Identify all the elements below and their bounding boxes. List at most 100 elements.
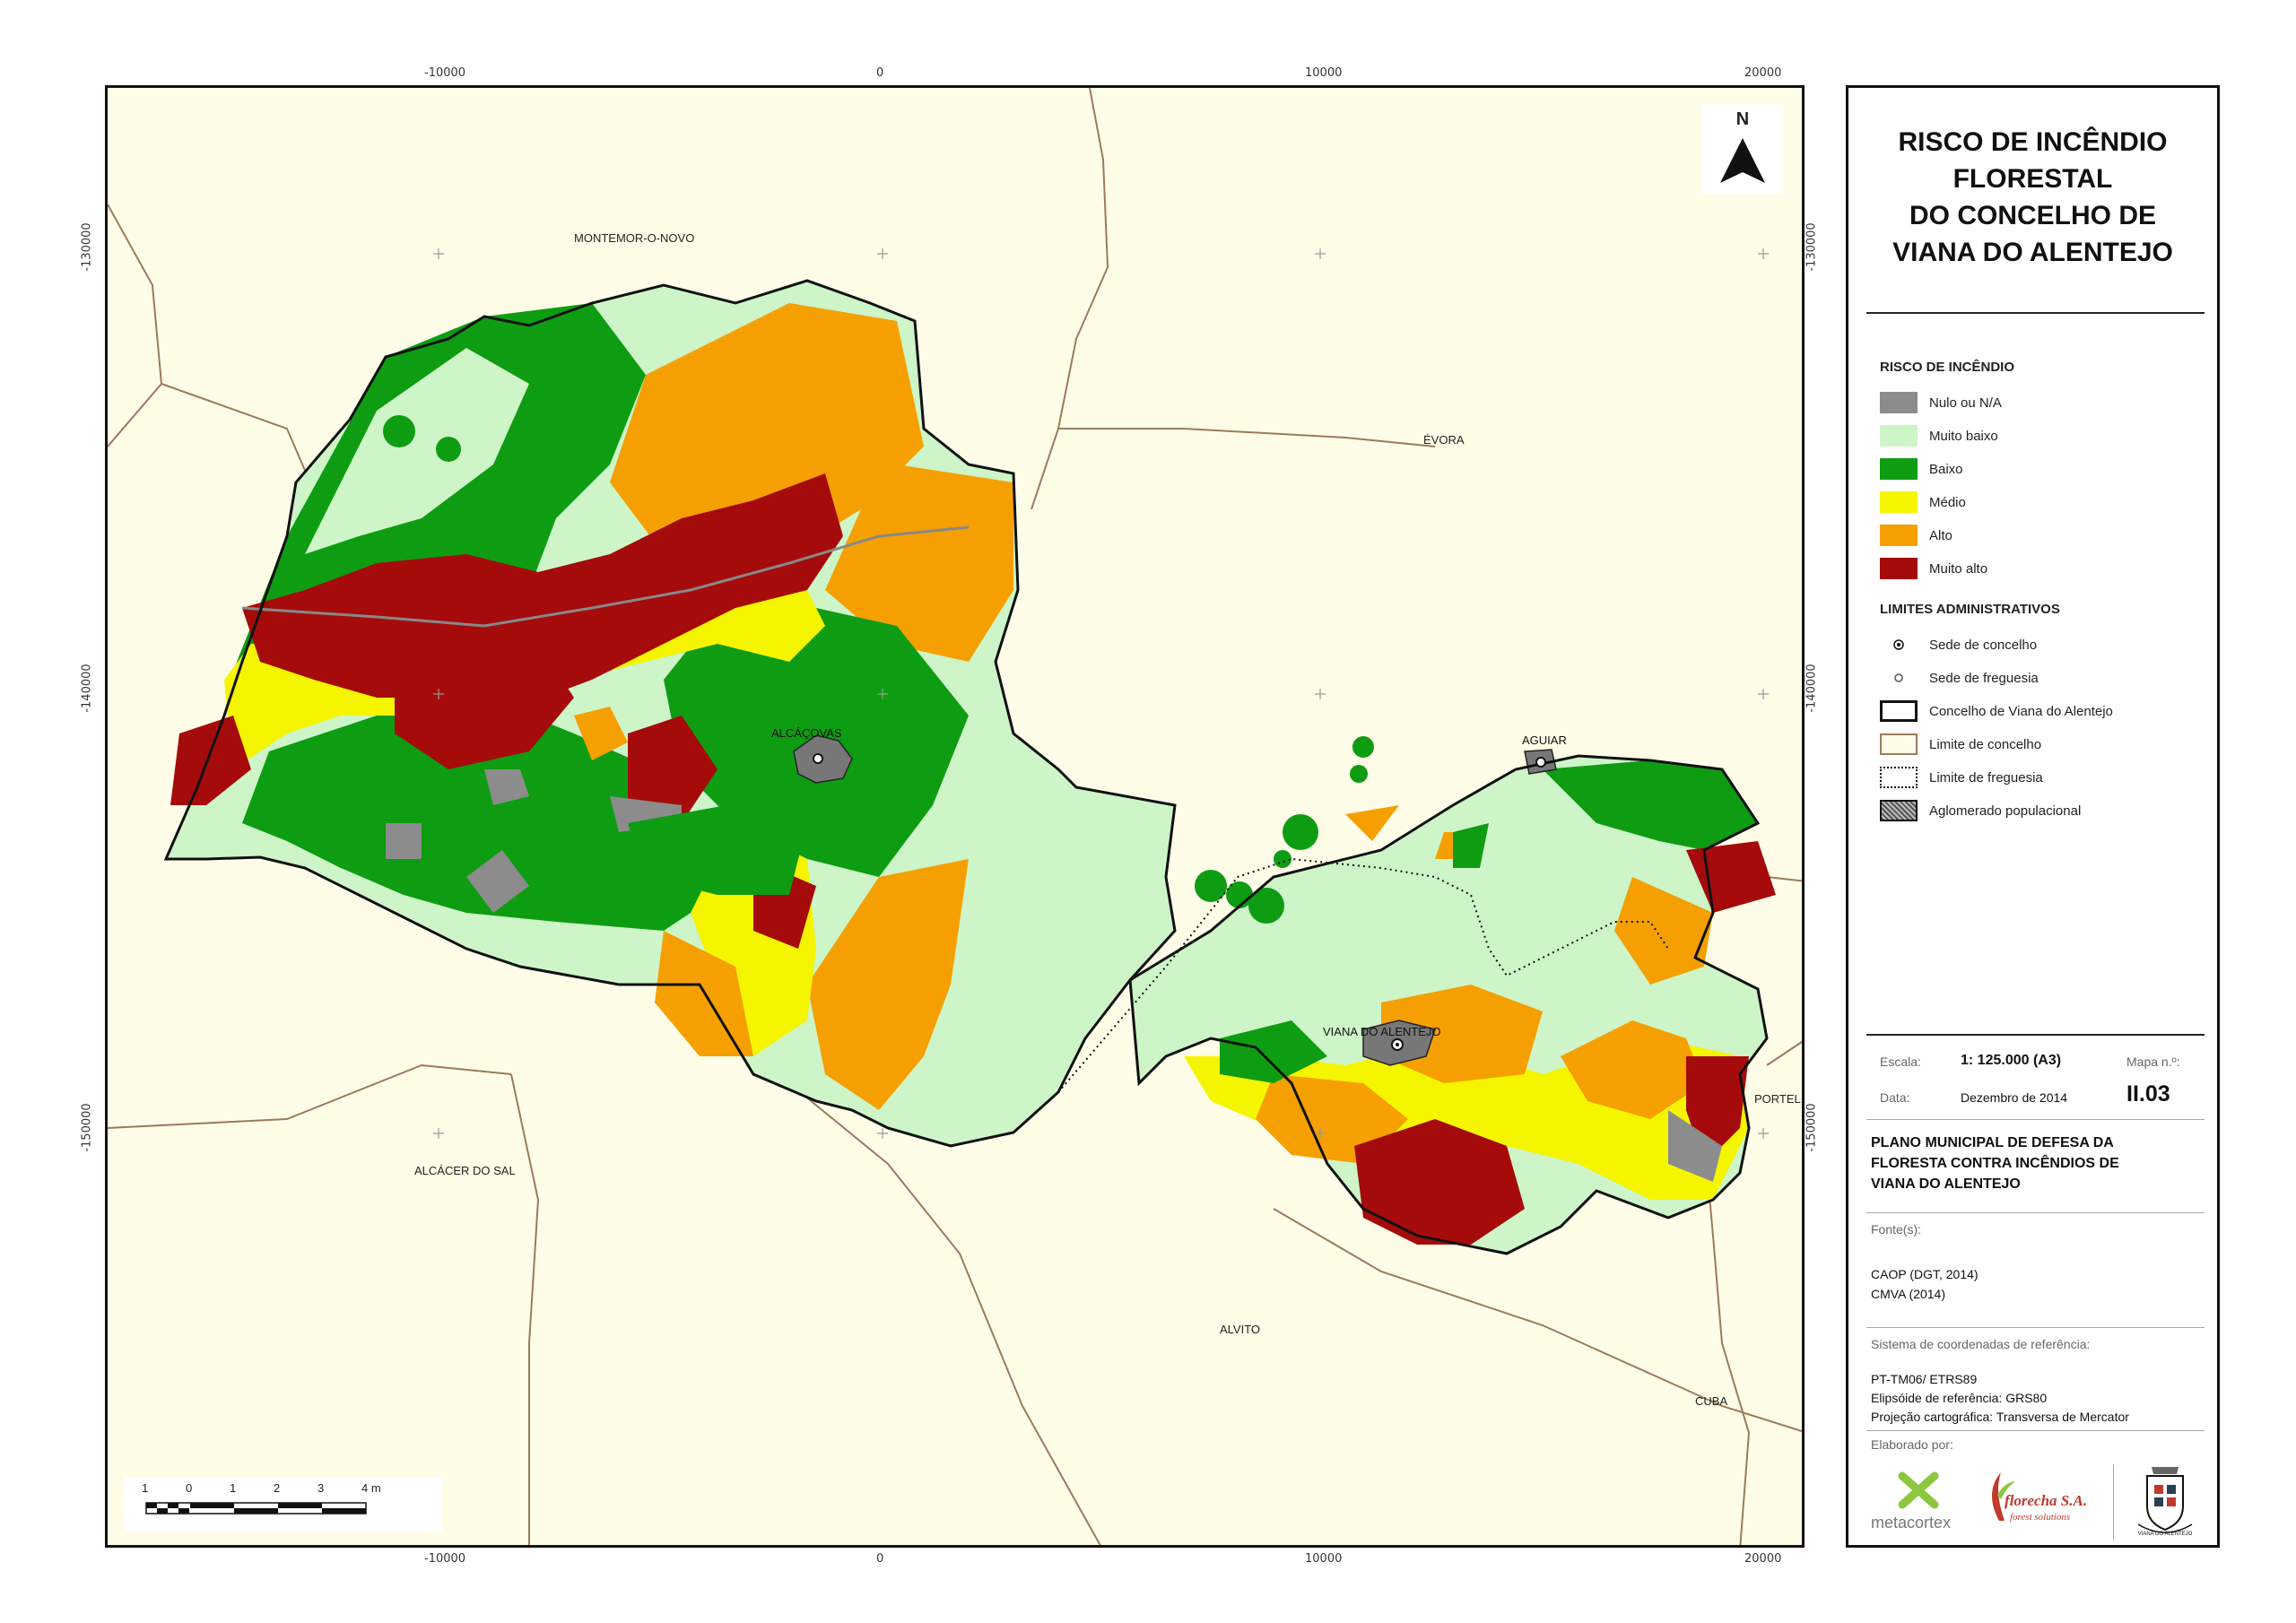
legend-sede-concelho: Sede de concelho bbox=[1880, 633, 2037, 656]
plan-title-line-3: VIANA DO ALENTEJO bbox=[1871, 1176, 2021, 1192]
legend-swatch-muito-baixo bbox=[1880, 425, 1918, 447]
crs-line: PT-TM06/ ETRS89 bbox=[1871, 1372, 1978, 1386]
x-tick-bottom-1: -10000 bbox=[424, 1552, 466, 1566]
legend-label-nulo: Nulo ou N/A bbox=[1929, 395, 2002, 411]
legend-aglomerado: Aglomerado populacional bbox=[1880, 799, 2081, 822]
legend-muito-baixo: Muito baixo bbox=[1880, 424, 1998, 447]
concelho-oeste bbox=[163, 279, 1177, 1148]
title-line-3: DO CONCELHO DE bbox=[1909, 201, 2156, 230]
source-item: CMVA (2014) bbox=[1871, 1287, 1945, 1301]
x-tick-top-2: 0 bbox=[876, 66, 884, 80]
concelho-boundary-east bbox=[1128, 754, 1769, 1255]
legend-label-aglomerado: Aglomerado populacional bbox=[1929, 803, 2082, 819]
place-evora: ÉVORA bbox=[1423, 433, 1465, 447]
sede-freguesia-icon bbox=[1880, 667, 1918, 689]
legend-label-alto: Alto bbox=[1929, 527, 1952, 543]
legend-swatch-medio bbox=[1880, 491, 1918, 513]
divider bbox=[1866, 1327, 2205, 1328]
x-tick-top-1: -10000 bbox=[424, 66, 466, 80]
x-tick-top-3: 10000 bbox=[1305, 66, 1343, 80]
divider bbox=[2113, 1464, 2114, 1541]
sources-label: Fonte(s): bbox=[1871, 1222, 1922, 1237]
concelho-leste bbox=[1057, 736, 1776, 1255]
florecha-logo: florecha S.A. forest solutions bbox=[1981, 1469, 2107, 1536]
map-number-label: Mapa n.º: bbox=[2126, 1055, 2180, 1069]
crs-line: Elipsóide de referência: GRS80 bbox=[1871, 1391, 2048, 1405]
north-arrow: N bbox=[1702, 104, 1783, 194]
x-tick-bottom-2: 0 bbox=[876, 1552, 884, 1566]
legend-swatch-baixo bbox=[1880, 458, 1918, 480]
legend-label-limite-freguesia: Limite de freguesia bbox=[1929, 769, 2043, 785]
legend-swatch-concelho bbox=[1880, 700, 1918, 722]
map-number: II.03 bbox=[2126, 1081, 2170, 1107]
scale-tick-4: 4 m bbox=[361, 1481, 381, 1495]
legend-label-muito-baixo: Muito baixo bbox=[1929, 428, 1998, 444]
crs-details: PT-TM06/ ETRS89 Elipsóide de referência:… bbox=[1871, 1370, 2129, 1427]
risk-heading: RISCO DE INCÊNDIO bbox=[1880, 360, 2015, 375]
title-line-4: VIANA DO ALENTEJO bbox=[1892, 238, 2173, 267]
place-montemor: MONTEMOR-O-NOVO bbox=[574, 231, 695, 245]
title-line-1: RISCO DE INCÊNDIO bbox=[1898, 127, 2168, 157]
legend-swatch-aglomerado bbox=[1880, 800, 1918, 821]
date-label: Data: bbox=[1880, 1090, 1910, 1105]
divider bbox=[1866, 1034, 2205, 1036]
y-tick-right-3: -150000 bbox=[1805, 1103, 1819, 1152]
divider bbox=[1866, 312, 2205, 314]
legend-label-sede-freguesia: Sede de freguesia bbox=[1929, 670, 2039, 686]
divider bbox=[1866, 1430, 2205, 1431]
florecha-icon bbox=[1992, 1472, 2015, 1521]
legend-baixo: Baixo bbox=[1880, 457, 1963, 481]
plan-title-line-2: FLORESTA CONTRA INCÊNDIOS DE bbox=[1871, 1156, 2119, 1171]
y-tick-right-1: -130000 bbox=[1805, 222, 1819, 272]
scale-bar: 1 0 1 2 3 4 m bbox=[124, 1478, 442, 1532]
date-value: Dezembro de 2014 bbox=[1961, 1090, 2068, 1105]
concelho-boundary-west bbox=[163, 279, 1177, 1148]
florecha-subtext: forest solutions bbox=[2010, 1512, 2071, 1523]
north-label: N bbox=[1735, 109, 1750, 129]
y-tick-left-3: -150000 bbox=[80, 1103, 94, 1152]
legend-swatch-muito-alto bbox=[1880, 558, 1918, 579]
scale-tick-0: 0 bbox=[186, 1481, 193, 1495]
x-tick-top-4: 20000 bbox=[1744, 66, 1782, 80]
map-title: RISCO DE INCÊNDIO FLORESTAL DO CONCELHO … bbox=[1848, 124, 2217, 271]
admin-heading: LIMITES ADMINISTRATIVOS bbox=[1880, 602, 2060, 617]
grid-crosses bbox=[433, 248, 1769, 1139]
metacortex-logo: metacortex bbox=[1866, 1469, 1974, 1536]
scale-tick-2: 2 bbox=[274, 1481, 281, 1495]
crs-line: Projeção cartográfica: Transversa de Mer… bbox=[1871, 1410, 2129, 1424]
legend-swatch-alto bbox=[1880, 525, 1918, 546]
sede-freguesia-aguiar bbox=[1535, 757, 1546, 768]
florecha-text: florecha S.A. bbox=[2005, 1492, 2088, 1509]
legend-nulo: Nulo ou N/A bbox=[1880, 391, 2002, 414]
legend-swatch-limite-freguesia bbox=[1880, 767, 1918, 788]
viana-coat-of-arms: VIANA DO ALENTEJO bbox=[2125, 1462, 2205, 1542]
sources-list: CAOP (DGT, 2014) CMVA (2014) bbox=[1871, 1264, 1979, 1304]
metacortex-text: metacortex bbox=[1871, 1514, 1952, 1532]
scale-bar-graphic bbox=[145, 1502, 367, 1515]
divider bbox=[1866, 1119, 2205, 1120]
legend-swatch-limite-concelho bbox=[1880, 733, 1918, 755]
place-aguiar: AGUIAR bbox=[1522, 733, 1567, 747]
legend-limite-concelho: Limite de concelho bbox=[1880, 733, 2041, 756]
place-alvito: ALVITO bbox=[1220, 1323, 1261, 1336]
scale-tick-1: 1 bbox=[142, 1481, 149, 1495]
place-alcacer: ALCÁCER DO SAL bbox=[414, 1164, 516, 1177]
x-tick-bottom-3: 10000 bbox=[1305, 1552, 1343, 1566]
scale-tick-1b: 1 bbox=[230, 1481, 237, 1495]
scale-label: Escala: bbox=[1880, 1055, 1921, 1069]
map-svg bbox=[108, 88, 1802, 1545]
sede-freguesia-alcacovas bbox=[813, 753, 823, 764]
coat-of-arms-icon bbox=[2137, 1467, 2193, 1533]
limite-de-concelho-lines bbox=[108, 88, 1802, 1545]
legend-alto: Alto bbox=[1880, 524, 1952, 547]
place-portel: PORTEL bbox=[1754, 1092, 1801, 1106]
source-item: CAOP (DGT, 2014) bbox=[1871, 1267, 1979, 1281]
divider bbox=[1866, 1212, 2205, 1213]
title-line-2: FLORESTAL bbox=[1952, 164, 2113, 194]
legend-label-muito-alto: Muito alto bbox=[1929, 560, 1988, 577]
legend-swatch-nulo bbox=[1880, 392, 1918, 413]
map-canvas[interactable]: N MONTEMOR-O-NOVO ÉVORA ALCÁCER DO SAL A… bbox=[105, 85, 1805, 1548]
plan-title-line-1: PLANO MUNICIPAL DE DEFESA DA bbox=[1871, 1135, 2114, 1150]
metacortex-icon bbox=[1898, 1471, 1939, 1509]
legend-limite-freguesia: Limite de freguesia bbox=[1880, 766, 2043, 789]
